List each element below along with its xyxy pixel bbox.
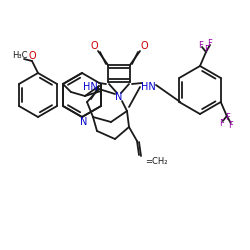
- Text: F: F: [219, 118, 224, 128]
- Text: N: N: [115, 92, 123, 102]
- Text: HN: HN: [82, 82, 98, 92]
- Text: HN: HN: [140, 82, 156, 92]
- Text: O: O: [140, 41, 148, 51]
- Text: O: O: [28, 51, 36, 61]
- Text: F: F: [204, 46, 210, 54]
- Text: F: F: [198, 40, 203, 50]
- Text: F: F: [208, 38, 212, 48]
- Text: =CH₂: =CH₂: [145, 156, 168, 166]
- Text: H₃C: H₃C: [12, 52, 28, 60]
- Text: N: N: [80, 117, 88, 127]
- Text: F: F: [225, 114, 230, 122]
- Text: F: F: [228, 120, 233, 130]
- Text: O: O: [90, 41, 98, 51]
